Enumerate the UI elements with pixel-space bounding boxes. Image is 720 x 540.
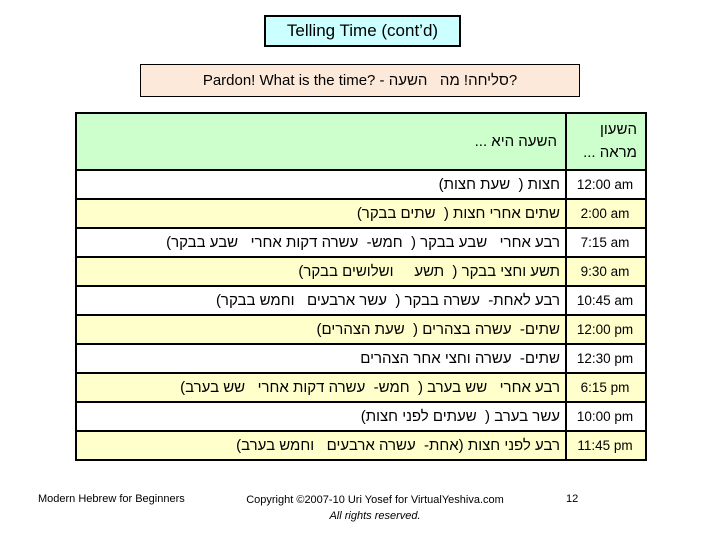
hebrew-phrase-cell: רבע לפני חצות (אחת- עשרה ארבעים וחמש בער…: [75, 429, 567, 461]
hebrew-phrase-cell: שתים- עשרה וחצי אחר הצהרים: [75, 342, 567, 374]
time-cell: 9:30 am: [565, 255, 647, 287]
hebrew-phrase-cell: רבע לאחת- עשרה בבקר ( עשר ארבעים וחמש בב…: [75, 284, 567, 316]
time-cell: 6:15 pm: [565, 371, 647, 403]
time-cell: 2:00 am: [565, 197, 647, 229]
hebrew-phrase-cell: עשר בערב ( שעתים לפני חצות): [75, 400, 567, 432]
header-clock-shows: השעון מראה ...: [565, 112, 647, 171]
footer-rights-line: All rights reserved.: [329, 509, 421, 522]
time-cell: 12:00 am: [565, 168, 647, 200]
slide-title-text: Telling Time (cont’d): [286, 21, 439, 40]
table-row: שתים- עשרה בצהרים ( שעת הצהרים) 12:00 pm: [75, 313, 647, 345]
table-row: חצות ( שעת חצות) 12:00 am: [75, 168, 647, 200]
table-row: שתים אחרי חצות ( שתים בבקר) 2:00 am: [75, 197, 647, 229]
header-the-time-is: השעה היא ...: [75, 112, 567, 171]
hebrew-phrase-cell: חצות ( שעת חצות): [75, 168, 567, 200]
table-row: עשר בערב ( שעתים לפני חצות) 10:00 pm: [75, 400, 647, 432]
telling-time-table: השעה היא ... השעון מראה ... חצות ( שעת ח…: [75, 112, 647, 461]
time-cell: 12:30 pm: [565, 342, 647, 374]
slide-subtitle-text: Pardon! What is the time? - סליחה! מה הש…: [202, 72, 518, 89]
hebrew-phrase-cell: שתים- עשרה בצהרים ( שעת הצהרים): [75, 313, 567, 345]
footer-copyright: Copyright ©2007-10 Uri Yosef for Virtual…: [215, 493, 535, 525]
hebrew-phrase-cell: תשע וחצי בבקר ( תשע ושלושים בבקר): [75, 255, 567, 287]
time-cell: 11:45 pm: [565, 429, 647, 461]
hebrew-phrase-cell: שתים אחרי חצות ( שתים בבקר): [75, 197, 567, 229]
slide-title: Telling Time (cont’d): [264, 15, 461, 47]
time-cell: 10:00 pm: [565, 400, 647, 432]
table-row: רבע לפני חצות (אחת- עשרה ארבעים וחמש בער…: [75, 429, 647, 461]
time-cell: 10:45 am: [565, 284, 647, 316]
table-row: שתים- עשרה וחצי אחר הצהרים 12:30 pm: [75, 342, 647, 374]
footer-copyright-line: Copyright ©2007-10 Uri Yosef for Virtual…: [246, 494, 504, 506]
footer-course-name: Modern Hebrew for Beginners: [38, 493, 185, 505]
table-row: תשע וחצי בבקר ( תשע ושלושים בבקר) 9:30 a…: [75, 255, 647, 287]
table-row: רבע אחרי שבע בבקר ( חמש- עשרה דקות אחרי …: [75, 226, 647, 258]
slide-subtitle: Pardon! What is the time? - סליחה! מה הש…: [140, 64, 580, 97]
footer-page-number: 12: [566, 493, 579, 505]
hebrew-phrase-cell: רבע אחרי שש בערב ( חמש- עשרה דקות אחרי ש…: [75, 371, 567, 403]
hebrew-phrase-cell: רבע אחרי שבע בבקר ( חמש- עשרה דקות אחרי …: [75, 226, 567, 258]
table-row: רבע אחרי שש בערב ( חמש- עשרה דקות אחרי ש…: [75, 371, 647, 403]
table-header-row: השעה היא ... השעון מראה ...: [75, 112, 647, 171]
table-row: רבע לאחת- עשרה בבקר ( עשר ארבעים וחמש בב…: [75, 284, 647, 316]
time-cell: 7:15 am: [565, 226, 647, 258]
time-cell: 12:00 pm: [565, 313, 647, 345]
